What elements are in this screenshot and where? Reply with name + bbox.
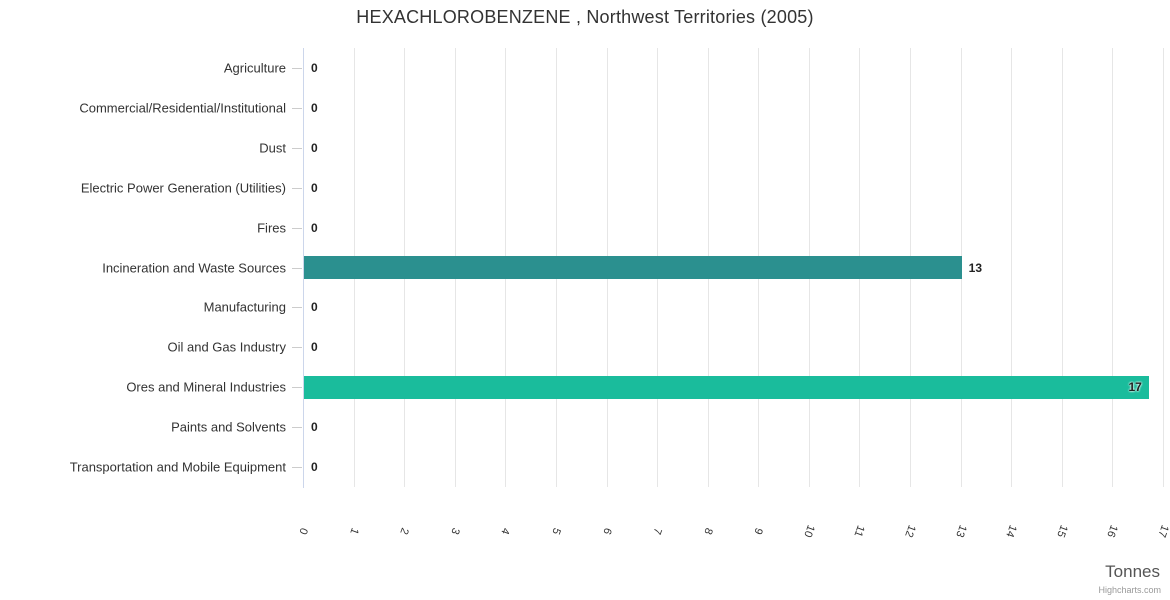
grid-line [1163, 48, 1164, 487]
x-tick-label: 11 [851, 523, 868, 539]
y-tick-mark [292, 427, 302, 429]
chart-title: HEXACHLOROBENZENE , Northwest Territorie… [356, 7, 814, 27]
category-label: Commercial/Residential/Institutional [79, 100, 286, 116]
y-tick-mark [292, 147, 302, 149]
x-axis-title: Tonnes [1105, 562, 1160, 581]
plot-area: 0 0 0 0 0 13 0 0 17 0 0 [303, 48, 1164, 488]
data-label: 13 [968, 260, 982, 275]
grid-line [1011, 48, 1013, 487]
grid-line [1112, 48, 1114, 487]
data-label: 0 [311, 100, 318, 115]
category-label: Oil and Gas Industry [167, 339, 287, 355]
x-tick-label: 10 [801, 523, 817, 539]
data-label: 0 [311, 140, 318, 155]
data-label: 0 [311, 460, 318, 475]
y-tick-mark [292, 267, 302, 269]
data-label: 0 [311, 300, 318, 315]
y-tick-mark [292, 187, 302, 189]
x-tick-label: 0 [296, 526, 310, 536]
data-label: 0 [311, 60, 318, 75]
data-label: 0 [311, 180, 318, 195]
x-tick-label: 4 [498, 526, 513, 536]
x-tick-label: 14 [1003, 523, 1019, 539]
category-label: Transportation and Mobile Equipment [69, 459, 286, 475]
bar-8[interactable] [304, 375, 1149, 399]
data-label: 0 [311, 220, 318, 235]
y-tick-mark [292, 107, 302, 109]
category-label: Agriculture [223, 60, 286, 76]
category-label: Fires [257, 220, 286, 236]
highcharts-credit-link[interactable]: Highcharts.com [1098, 585, 1161, 595]
category-label: Incineration and Waste Sources [102, 260, 286, 275]
data-label: 0 [311, 420, 318, 435]
grid-line [1061, 48, 1063, 487]
y-tick-mark [292, 307, 302, 309]
category-label: Dust [259, 140, 286, 156]
x-tick-label: 17 [1155, 523, 1170, 539]
y-tick-mark [292, 387, 302, 389]
x-tick-label: 5 [549, 526, 563, 536]
x-tick-label: 13 [952, 523, 969, 539]
x-tick-label: 9 [751, 526, 765, 536]
bar-5[interactable] [304, 256, 962, 279]
x-tick-label: 2 [397, 526, 411, 536]
category-label: Ores and Mineral Industries [126, 379, 286, 395]
y-tick-mark [292, 227, 302, 229]
x-tick-label: 7 [650, 526, 664, 536]
category-label: Manufacturing [203, 299, 286, 315]
category-axis-line [303, 48, 304, 488]
y-tick-mark [292, 467, 302, 469]
x-tick-label: 15 [1054, 523, 1070, 539]
x-tick-label: 6 [599, 526, 614, 536]
x-tick-label: 3 [448, 526, 462, 536]
x-tick-label: 12 [902, 523, 918, 539]
category-label: Paints and Solvents [171, 419, 286, 435]
y-tick-mark [292, 347, 302, 349]
category-label: Electric Power Generation (Utilities) [80, 180, 286, 196]
x-tick-label: 16 [1104, 523, 1121, 539]
x-tick-label: 8 [701, 526, 715, 536]
x-axis-labels: 0 1 2 3 4 5 6 7 8 9 10 11 12 13 14 15 16 17 [296, 487, 1170, 557]
data-label: 17 [1128, 380, 1142, 395]
y-tick-mark [292, 67, 302, 69]
data-label: 0 [311, 340, 318, 355]
x-tick-label: 1 [346, 526, 361, 536]
